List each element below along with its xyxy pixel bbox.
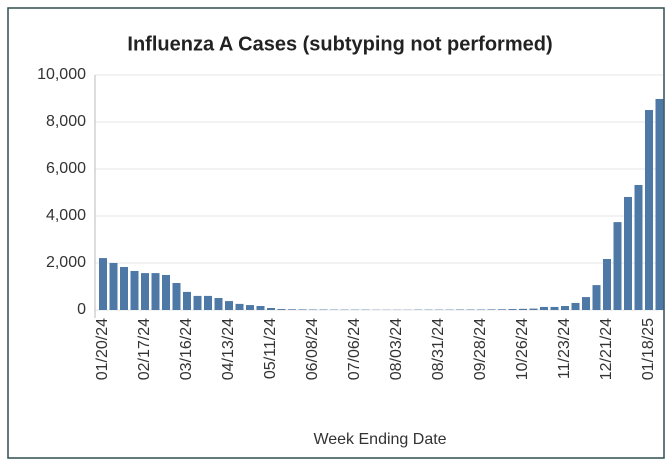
x-tick-label: 11/23/24 (556, 318, 573, 379)
bar (645, 110, 653, 310)
bar (655, 98, 664, 310)
bar (498, 309, 506, 310)
x-tick-label: 02/17/24 (136, 318, 153, 380)
x-tick-label: 08/31/24 (430, 318, 447, 380)
bar (561, 306, 569, 310)
bar (582, 297, 590, 310)
bar (277, 309, 286, 310)
bar (571, 302, 580, 310)
bar (603, 259, 611, 310)
bar (592, 285, 601, 310)
y-tick-label: 4,000 (46, 207, 86, 224)
bar (298, 309, 307, 310)
y-tick-label: 2,000 (46, 254, 86, 271)
x-tick-label: 06/08/24 (304, 318, 321, 380)
x-tick-label: 04/13/24 (220, 318, 237, 380)
bar (508, 309, 517, 310)
bar (141, 273, 149, 310)
bar (225, 301, 233, 310)
x-tick-label: 08/03/24 (388, 318, 405, 380)
y-tick-label: 6,000 (46, 160, 86, 177)
bar (519, 308, 527, 310)
bar (529, 308, 538, 310)
bar (193, 295, 202, 310)
x-tick-label: 10/26/24 (514, 318, 531, 380)
bar (267, 308, 275, 310)
bar (550, 306, 559, 310)
frame (7, 7, 665, 459)
bar (183, 291, 191, 310)
x-axis-label: Week Ending Date (313, 431, 446, 448)
chart-title: Influenza A Cases (subtyping not perform… (127, 33, 552, 55)
bar (634, 184, 643, 310)
bar (99, 258, 107, 310)
x-tick-label: 01/18/25 (640, 318, 657, 380)
x-tick-label: 07/06/24 (346, 318, 363, 380)
x-tick-label: 09/28/24 (472, 318, 489, 380)
y-tick-label: 8,000 (46, 113, 86, 130)
bar (235, 303, 244, 310)
bar (256, 306, 265, 310)
bar (540, 306, 548, 310)
y-tick-label: 0 (77, 301, 86, 318)
bar (151, 273, 160, 310)
bar (162, 274, 170, 310)
bar (172, 282, 181, 310)
x-tick-label: 03/16/24 (178, 318, 195, 380)
bar (130, 270, 139, 310)
bar (613, 222, 622, 310)
bar (214, 298, 223, 310)
bar (120, 266, 128, 310)
x-tick-label: 01/20/24 (94, 318, 111, 380)
bar (204, 295, 212, 310)
y-tick-label: 10,000 (37, 66, 86, 83)
bar (624, 196, 632, 310)
x-tick-label: 12/21/24 (598, 318, 615, 380)
bar (487, 309, 496, 310)
bar (288, 309, 296, 310)
bar (246, 305, 254, 310)
x-tick-label: 05/11/24 (262, 318, 279, 379)
bar (109, 263, 118, 310)
